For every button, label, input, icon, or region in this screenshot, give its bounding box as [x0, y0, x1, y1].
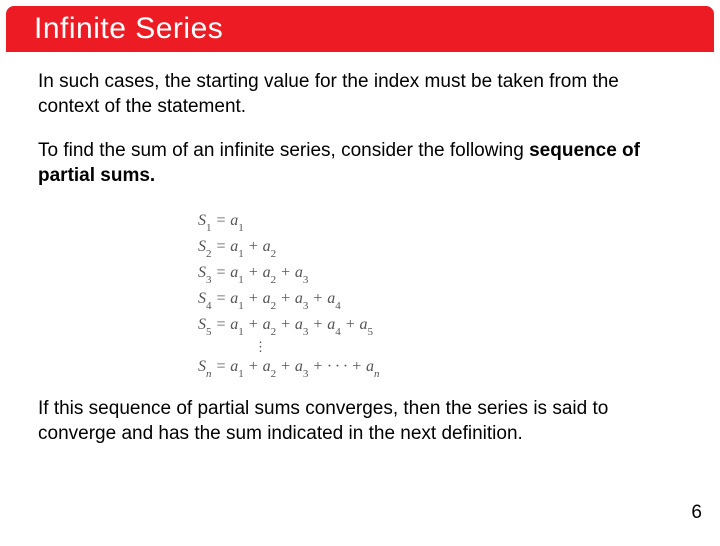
partial-sums-equations: S1 = a1 S2 = a1 + a2 S3 = a1 + a2 + a3 S… — [198, 209, 682, 381]
page-title: Infinite Series — [34, 12, 686, 46]
equation-s2: S2 = a1 + a2 — [198, 235, 682, 261]
equation-s4: S4 = a1 + a2 + a3 + a4 — [198, 287, 682, 313]
equation-s1: S1 = a1 — [198, 209, 682, 235]
paragraph-2-lead: To find the sum of an infinite series, c… — [38, 140, 529, 161]
equation-sn: Sn = a1 + a2 + a3 + · · · + an — [198, 355, 682, 381]
equation-vdots: ⋮ — [254, 339, 682, 355]
title-bar: Infinite Series — [6, 6, 714, 52]
equation-s3: S3 = a1 + a2 + a3 — [198, 261, 682, 287]
content-area: In such cases, the starting value for th… — [0, 52, 720, 446]
paragraph-2: To find the sum of an infinite series, c… — [38, 139, 682, 188]
paragraph-1: In such cases, the starting value for th… — [38, 70, 682, 119]
page-number: 6 — [691, 502, 702, 524]
equation-s5: S5 = a1 + a2 + a3 + a4 + a5 — [198, 313, 682, 339]
paragraph-3: If this sequence of partial sums converg… — [38, 397, 682, 446]
